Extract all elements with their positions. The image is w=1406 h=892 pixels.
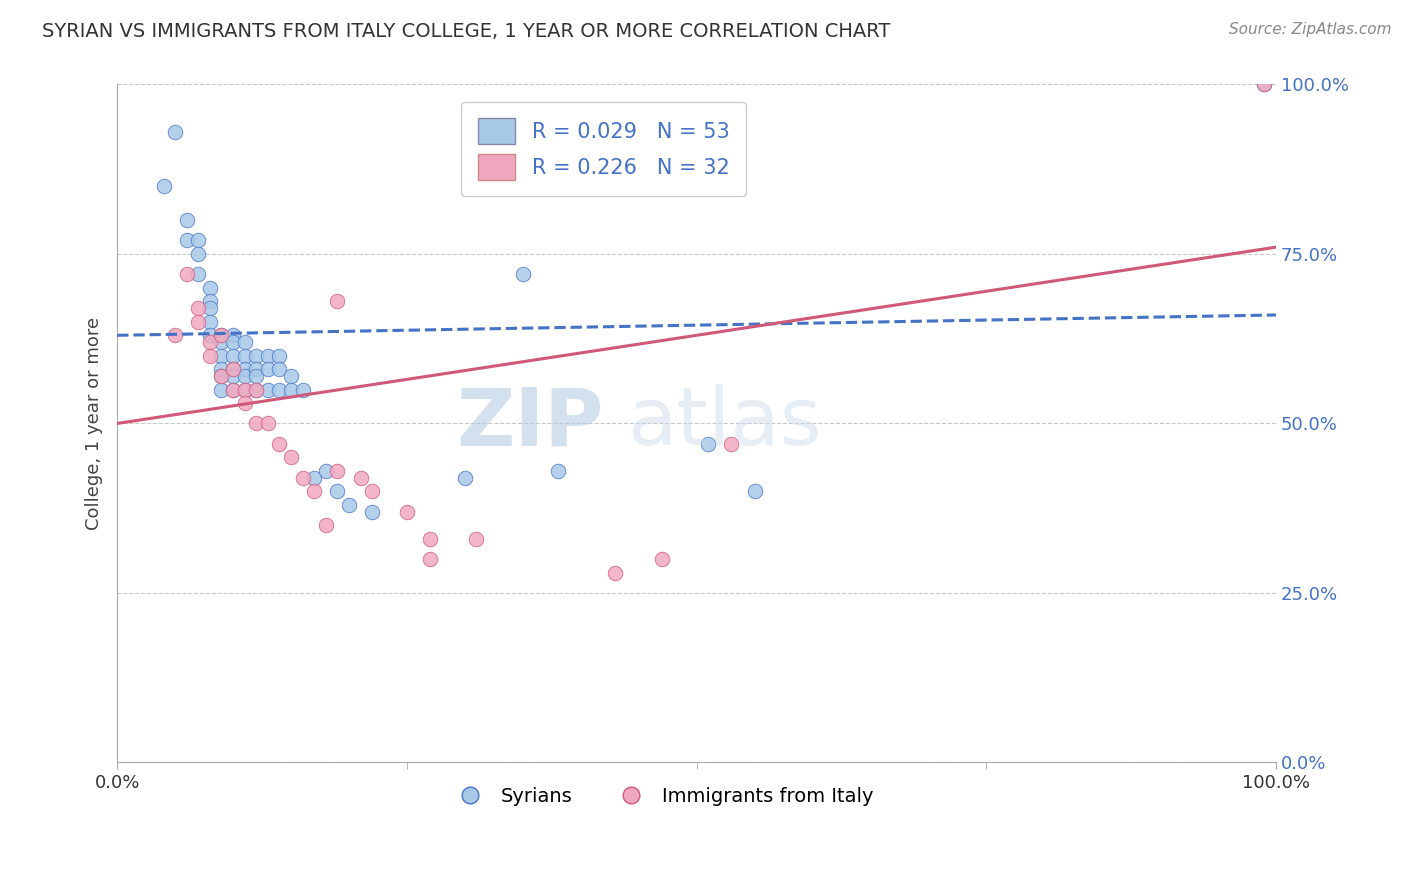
Point	[222, 362, 245, 376]
Point	[245, 383, 267, 397]
Point	[269, 362, 291, 376]
Point	[222, 369, 245, 384]
Point	[245, 362, 267, 376]
Point	[361, 484, 384, 499]
Point	[697, 437, 720, 451]
Point	[211, 369, 233, 384]
Point	[744, 484, 766, 499]
Point	[187, 315, 209, 329]
Point	[269, 437, 291, 451]
Point	[176, 233, 198, 247]
Point	[198, 328, 221, 343]
Point	[187, 301, 209, 316]
Point	[211, 328, 233, 343]
Text: ZIP: ZIP	[457, 384, 603, 462]
Point	[211, 369, 233, 384]
Point	[256, 362, 278, 376]
Point	[419, 552, 441, 566]
Point	[187, 267, 209, 281]
Point	[222, 328, 245, 343]
Point	[326, 484, 349, 499]
Point	[222, 335, 245, 350]
Point	[302, 471, 325, 485]
Y-axis label: College, 1 year or more: College, 1 year or more	[86, 317, 103, 530]
Point	[187, 247, 209, 261]
Point	[222, 362, 245, 376]
Point	[245, 369, 267, 384]
Point	[291, 383, 314, 397]
Point	[245, 417, 267, 431]
Point	[165, 125, 187, 139]
Point	[651, 552, 673, 566]
Point	[512, 267, 534, 281]
Point	[419, 532, 441, 546]
Point	[211, 362, 233, 376]
Point	[211, 328, 233, 343]
Point	[280, 450, 302, 465]
Point	[198, 315, 221, 329]
Point	[233, 383, 256, 397]
Point	[256, 383, 278, 397]
Point	[233, 396, 256, 410]
Point	[315, 518, 337, 533]
Legend: Syrians, Immigrants from Italy: Syrians, Immigrants from Italy	[443, 780, 882, 814]
Point	[222, 383, 245, 397]
Point	[233, 362, 256, 376]
Text: SYRIAN VS IMMIGRANTS FROM ITALY COLLEGE, 1 YEAR OR MORE CORRELATION CHART: SYRIAN VS IMMIGRANTS FROM ITALY COLLEGE,…	[42, 22, 890, 41]
Point	[302, 484, 325, 499]
Point	[256, 349, 278, 363]
Point	[222, 383, 245, 397]
Point	[211, 349, 233, 363]
Point	[176, 213, 198, 227]
Point	[233, 383, 256, 397]
Text: atlas: atlas	[627, 384, 821, 462]
Point	[605, 566, 627, 580]
Point	[245, 349, 267, 363]
Point	[152, 179, 174, 194]
Point	[233, 349, 256, 363]
Point	[337, 498, 360, 512]
Point	[176, 267, 198, 281]
Point	[233, 335, 256, 350]
Point	[256, 417, 278, 431]
Point	[165, 328, 187, 343]
Point	[198, 335, 221, 350]
Point	[291, 471, 314, 485]
Point	[198, 294, 221, 309]
Point	[211, 335, 233, 350]
Point	[198, 281, 221, 295]
Point	[1253, 78, 1275, 92]
Point	[198, 301, 221, 316]
Point	[245, 383, 267, 397]
Point	[280, 383, 302, 397]
Point	[198, 349, 221, 363]
Point	[547, 464, 569, 478]
Text: Source: ZipAtlas.com: Source: ZipAtlas.com	[1229, 22, 1392, 37]
Point	[222, 349, 245, 363]
Point	[269, 383, 291, 397]
Point	[187, 233, 209, 247]
Point	[233, 369, 256, 384]
Point	[1253, 78, 1275, 92]
Point	[280, 369, 302, 384]
Point	[465, 532, 488, 546]
Point	[326, 294, 349, 309]
Point	[349, 471, 371, 485]
Point	[361, 505, 384, 519]
Point	[720, 437, 742, 451]
Point	[395, 505, 418, 519]
Point	[315, 464, 337, 478]
Point	[269, 349, 291, 363]
Point	[454, 471, 477, 485]
Point	[211, 383, 233, 397]
Point	[326, 464, 349, 478]
